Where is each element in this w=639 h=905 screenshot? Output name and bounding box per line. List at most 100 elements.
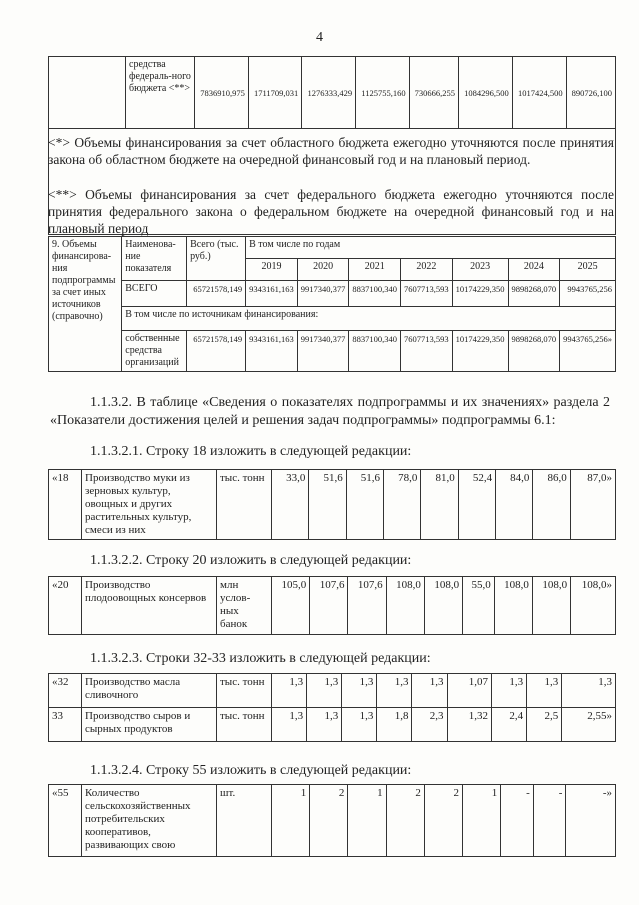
row-label: средства федераль-ного бюджета <**>: [125, 56, 195, 129]
cell: 9343161,163: [245, 330, 298, 372]
cell: 9917340,377: [296, 330, 350, 372]
cell: 1,3: [341, 707, 378, 742]
table-row: «18 Производство муки из зерновых культур…: [48, 469, 617, 540]
cell: -»: [565, 784, 616, 857]
table-row: средства федераль-ного бюджета <**> 7836…: [48, 56, 617, 129]
block-heading: 1.1.3.2.1. Строку 18 изложить в следующе…: [90, 444, 412, 459]
cell: 1125755,160: [355, 56, 410, 129]
sources-label: В том числе по источникам финансирования…: [121, 306, 616, 331]
unit: млн услов-ных банок: [216, 576, 272, 635]
cell: 9943765,256: [559, 280, 616, 307]
cell: 2,3: [411, 707, 448, 742]
section9-table: 9. Объемы финансирова-ния подпрограммы з…: [47, 236, 616, 372]
cell: 1,3: [270, 673, 308, 708]
cell: 1,32: [446, 707, 492, 742]
cell: 52,4: [457, 469, 497, 540]
cell: 2: [385, 784, 425, 857]
notes-cell: [48, 128, 616, 235]
indicator-name: Количество сельскохозяйственных потребит…: [81, 784, 217, 857]
cell: 108,0: [531, 576, 572, 635]
indicator-table: «20 Производство плодоовощных консервов мл…: [48, 576, 616, 635]
header-years: В том числе по годам: [245, 236, 616, 259]
cell: 2,4: [490, 707, 528, 742]
cell: 1017424,500: [511, 56, 567, 129]
unit: тыс. тонн: [216, 707, 272, 742]
cell: 108,0: [423, 576, 464, 635]
cell: 65721578,149: [186, 330, 247, 372]
cell: 1,3: [411, 673, 448, 708]
cell: 1,3: [306, 707, 343, 742]
cell: 7607713,593: [400, 280, 453, 307]
indicator-name: Производство плодоовощных консервов: [81, 576, 217, 635]
cell: -: [532, 784, 567, 857]
cell: 1,3: [341, 673, 378, 708]
year: 2021: [348, 258, 401, 281]
cell: 33,0: [270, 469, 310, 540]
row-number: «18: [48, 469, 82, 540]
row-number: «55: [48, 784, 82, 857]
block-heading: 1.1.3.2.4. Строку 55 изложить в следующе…: [90, 763, 412, 778]
cell: 1,3: [490, 673, 528, 708]
cell: 55,0: [462, 576, 495, 635]
cell: 1276333,429: [301, 56, 357, 129]
cell: 78,0: [383, 469, 422, 540]
cell: 2: [309, 784, 349, 857]
cell: 1: [462, 784, 502, 857]
cell: 86,0: [532, 469, 571, 540]
cell: 7607713,593: [400, 330, 453, 372]
indicator-name: Производство муки из зерновых культур, о…: [81, 469, 217, 540]
table-row: ВСЕГО 65721578,149 9343161,163 9917340,3…: [49, 280, 616, 307]
cell: 9943765,256»: [559, 330, 616, 372]
cell: 51,6: [308, 469, 347, 540]
year: 2025: [559, 258, 616, 281]
indicator-table: «32 Производство масла сливочного тыс. тон…: [48, 673, 616, 742]
block-heading: 1.1.3.2.2. Строку 20 изложить в следующе…: [90, 553, 412, 568]
cell: 87,0»: [569, 469, 617, 540]
row-number: «32: [48, 673, 82, 708]
cell: 10174229,350: [451, 280, 509, 307]
cell: 108,0: [493, 576, 533, 635]
cell: 730666,255: [408, 56, 459, 129]
cell: 1: [347, 784, 387, 857]
cell: 8837100,340: [348, 330, 401, 372]
unit: тыс. тонн: [216, 469, 272, 540]
cell: 2: [423, 784, 464, 857]
cell: 9898268,070: [507, 280, 561, 307]
table-row: 33 Производство сыров и сырных продуктов т…: [48, 707, 616, 742]
cell: 81,0: [420, 469, 459, 540]
cell: -: [500, 784, 534, 857]
block-heading: 1.1.3.2.3. Строки 32-33 изложить в следу…: [90, 651, 431, 666]
cell: 7836910,975: [194, 56, 249, 129]
cell: 9898268,070: [507, 330, 561, 372]
cell: 51,6: [345, 469, 385, 540]
row-number: 33: [48, 707, 82, 742]
indicator-name: Производство масла сливочного: [81, 673, 217, 708]
table-row: «55 Количество сельскохозяйственных потре…: [48, 784, 616, 857]
row-label: собственные средства организаций: [121, 330, 188, 372]
cell: 84,0: [495, 469, 534, 540]
cell: 1: [270, 784, 311, 857]
indicator-table: «18 Производство муки из зерновых культур…: [48, 469, 617, 540]
indicator-table: «55 Количество сельскохозяйственных потре…: [48, 784, 616, 857]
table-row: собственные средства организаций 6572157…: [49, 330, 616, 372]
funding-table-top: средства федераль-ного бюджета <**> 7836…: [48, 56, 617, 235]
cell: 8837100,340: [348, 280, 401, 307]
cell: 9917340,377: [296, 280, 350, 307]
header-total: Всего (тыс. руб.): [186, 236, 247, 281]
cell: 10174229,350: [451, 330, 509, 372]
cell: 1,3: [376, 673, 413, 708]
paragraph-1-1-3-2: 1.1.3.2. В таблице «Сведения о показател…: [50, 395, 610, 428]
cell: 1,3: [306, 673, 343, 708]
cell: 890726,100: [565, 56, 617, 129]
year: 2023: [451, 258, 509, 281]
cell: 105,0: [270, 576, 311, 635]
cell: 107,6: [309, 576, 349, 635]
section9-title: 9. Объемы финансирова-ния подпрограммы з…: [47, 236, 123, 372]
year: 2019: [245, 258, 298, 281]
cell: 1711709,031: [247, 56, 303, 129]
cell: 108,0: [385, 576, 425, 635]
cell: 1,3: [526, 673, 563, 708]
cell: 1,3: [561, 673, 616, 708]
unit: тыс. тонн: [216, 673, 272, 708]
